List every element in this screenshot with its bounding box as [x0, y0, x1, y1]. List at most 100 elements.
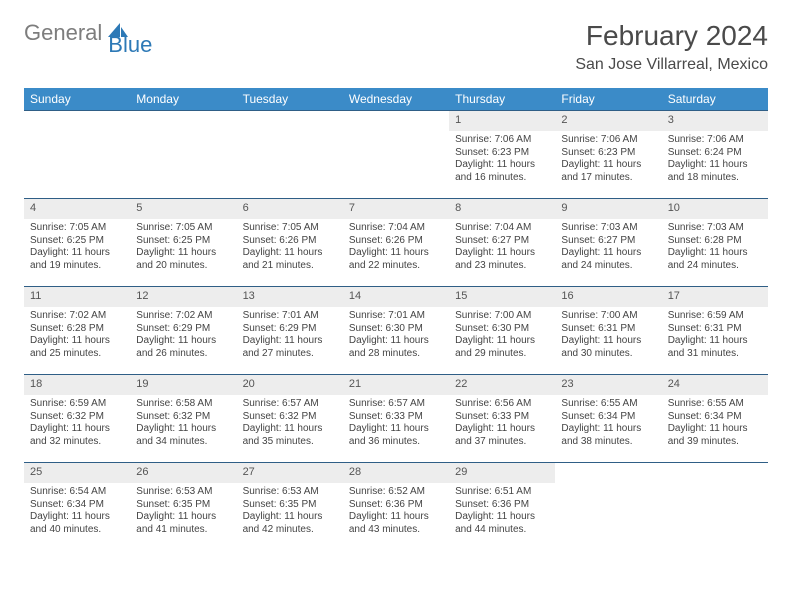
daylight-line-1: Daylight: 11 hours: [668, 247, 762, 260]
day-detail-row: Sunrise: 7:05 AMSunset: 6:25 PMDaylight:…: [24, 219, 768, 287]
sunset-line: Sunset: 6:23 PM: [455, 147, 549, 160]
day-number-cell: 1: [449, 111, 555, 132]
daylight-line-2: and 16 minutes.: [455, 172, 549, 185]
sunrise-line: Sunrise: 6:55 AM: [668, 398, 762, 411]
day-number-cell: 6: [237, 199, 343, 220]
sunset-line: Sunset: 6:32 PM: [30, 411, 124, 424]
daylight-line-1: Daylight: 11 hours: [668, 335, 762, 348]
weekday-header: Saturday: [662, 88, 768, 111]
sunrise-line: Sunrise: 6:51 AM: [455, 486, 549, 499]
day-number-cell: [662, 463, 768, 484]
day-number-cell: 10: [662, 199, 768, 220]
sunrise-line: Sunrise: 6:59 AM: [30, 398, 124, 411]
day-detail-cell: Sunrise: 7:06 AMSunset: 6:23 PMDaylight:…: [449, 131, 555, 199]
sunset-line: Sunset: 6:33 PM: [349, 411, 443, 424]
sunrise-line: Sunrise: 7:05 AM: [136, 222, 230, 235]
day-number-cell: 9: [555, 199, 661, 220]
day-detail-cell: Sunrise: 6:52 AMSunset: 6:36 PMDaylight:…: [343, 483, 449, 550]
day-number-cell: 17: [662, 287, 768, 308]
daylight-line-1: Daylight: 11 hours: [30, 335, 124, 348]
sunrise-line: Sunrise: 7:00 AM: [561, 310, 655, 323]
sunset-line: Sunset: 6:28 PM: [30, 323, 124, 336]
day-number-cell: [130, 111, 236, 132]
day-number-row: 123: [24, 111, 768, 132]
sunset-line: Sunset: 6:34 PM: [561, 411, 655, 424]
day-detail-cell: [237, 131, 343, 199]
sunrise-line: Sunrise: 6:52 AM: [349, 486, 443, 499]
daylight-line-2: and 30 minutes.: [561, 348, 655, 361]
daylight-line-2: and 27 minutes.: [243, 348, 337, 361]
day-detail-cell: Sunrise: 7:00 AMSunset: 6:30 PMDaylight:…: [449, 307, 555, 375]
sunset-line: Sunset: 6:25 PM: [30, 235, 124, 248]
sunrise-line: Sunrise: 7:04 AM: [349, 222, 443, 235]
day-number-row: 18192021222324: [24, 375, 768, 396]
day-detail-cell: Sunrise: 7:05 AMSunset: 6:25 PMDaylight:…: [24, 219, 130, 287]
sunrise-line: Sunrise: 7:06 AM: [455, 134, 549, 147]
daylight-line-2: and 21 minutes.: [243, 260, 337, 273]
daylight-line-2: and 23 minutes.: [455, 260, 549, 273]
day-detail-cell: Sunrise: 7:06 AMSunset: 6:24 PMDaylight:…: [662, 131, 768, 199]
calendar-page: General Blue February 2024 San Jose Vill…: [0, 0, 792, 570]
day-detail-row: Sunrise: 7:06 AMSunset: 6:23 PMDaylight:…: [24, 131, 768, 199]
sunrise-line: Sunrise: 6:57 AM: [349, 398, 443, 411]
day-number-cell: 3: [662, 111, 768, 132]
title-block: February 2024 San Jose Villarreal, Mexic…: [575, 20, 768, 74]
day-number-row: 45678910: [24, 199, 768, 220]
day-number-cell: 20: [237, 375, 343, 396]
sunrise-line: Sunrise: 7:06 AM: [668, 134, 762, 147]
sunset-line: Sunset: 6:26 PM: [243, 235, 337, 248]
logo-word-2: Blue: [108, 32, 152, 58]
daylight-line-1: Daylight: 11 hours: [561, 335, 655, 348]
day-number-cell: 4: [24, 199, 130, 220]
daylight-line-2: and 29 minutes.: [455, 348, 549, 361]
daylight-line-2: and 39 minutes.: [668, 436, 762, 449]
daylight-line-1: Daylight: 11 hours: [349, 335, 443, 348]
sunrise-line: Sunrise: 6:59 AM: [668, 310, 762, 323]
daylight-line-2: and 37 minutes.: [455, 436, 549, 449]
daylight-line-2: and 44 minutes.: [455, 524, 549, 537]
daylight-line-2: and 20 minutes.: [136, 260, 230, 273]
daylight-line-2: and 28 minutes.: [349, 348, 443, 361]
daylight-line-1: Daylight: 11 hours: [668, 423, 762, 436]
sunset-line: Sunset: 6:27 PM: [561, 235, 655, 248]
sunrise-line: Sunrise: 7:03 AM: [561, 222, 655, 235]
day-number-cell: 21: [343, 375, 449, 396]
daylight-line-1: Daylight: 11 hours: [455, 511, 549, 524]
day-detail-cell: [130, 131, 236, 199]
day-number-cell: 18: [24, 375, 130, 396]
daylight-line-1: Daylight: 11 hours: [349, 423, 443, 436]
day-number-cell: [555, 463, 661, 484]
day-number-cell: 14: [343, 287, 449, 308]
daylight-line-1: Daylight: 11 hours: [136, 247, 230, 260]
sunrise-line: Sunrise: 7:04 AM: [455, 222, 549, 235]
weekday-header: Monday: [130, 88, 236, 111]
day-number-row: 2526272829: [24, 463, 768, 484]
sunrise-line: Sunrise: 7:00 AM: [455, 310, 549, 323]
weekday-header: Tuesday: [237, 88, 343, 111]
daylight-line-2: and 19 minutes.: [30, 260, 124, 273]
weekday-header: Wednesday: [343, 88, 449, 111]
sunset-line: Sunset: 6:35 PM: [136, 499, 230, 512]
day-number-cell: 24: [662, 375, 768, 396]
day-detail-cell: Sunrise: 7:00 AMSunset: 6:31 PMDaylight:…: [555, 307, 661, 375]
daylight-line-2: and 34 minutes.: [136, 436, 230, 449]
day-detail-row: Sunrise: 6:59 AMSunset: 6:32 PM Daylight:…: [24, 395, 768, 463]
sunrise-line: Sunrise: 7:02 AM: [136, 310, 230, 323]
day-number-cell: 5: [130, 199, 236, 220]
daylight-line-1: Daylight: 11 hours: [243, 423, 337, 436]
daylight-line-1: Daylight: 11 hours: [455, 335, 549, 348]
day-detail-cell: Sunrise: 6:56 AMSunset: 6:33 PMDaylight:…: [449, 395, 555, 463]
sunset-line: Sunset: 6:33 PM: [455, 411, 549, 424]
weekday-header: Friday: [555, 88, 661, 111]
day-detail-cell: Sunrise: 7:02 AMSunset: 6:29 PMDaylight:…: [130, 307, 236, 375]
weekday-header: Sunday: [24, 88, 130, 111]
day-number-cell: 12: [130, 287, 236, 308]
daylight-line-2: and 38 minutes.: [561, 436, 655, 449]
sunset-line: Sunset: 6:28 PM: [668, 235, 762, 248]
day-detail-cell: Sunrise: 7:01 AMSunset: 6:30 PMDaylight:…: [343, 307, 449, 375]
sunset-line: Sunset: 6:36 PM: [349, 499, 443, 512]
sunrise-line: Sunrise: 7:05 AM: [30, 222, 124, 235]
day-number-row: 11121314151617: [24, 287, 768, 308]
day-number-cell: 2: [555, 111, 661, 132]
daylight-line-2: and 31 minutes.: [668, 348, 762, 361]
